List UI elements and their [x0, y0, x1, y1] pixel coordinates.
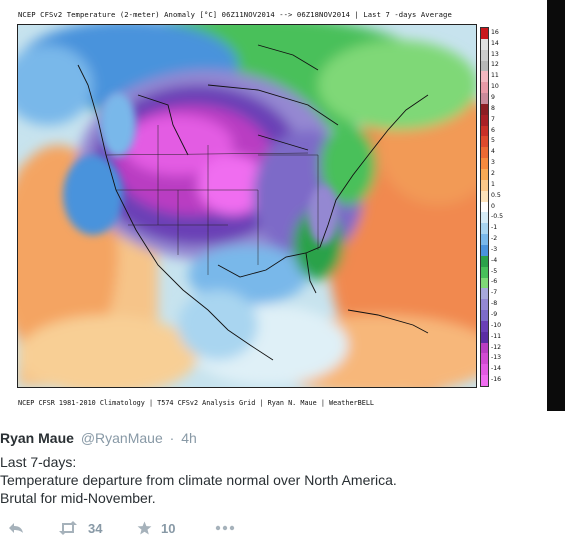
retweet-count: 34 [88, 520, 103, 536]
favorite-count: 10 [161, 520, 176, 536]
colorbar-label: 2 [491, 169, 495, 177]
colorbar-cell [481, 125, 488, 137]
colorbar-label: -11 [491, 332, 502, 340]
colorbar-label: -3 [491, 245, 498, 253]
colorbar-label: 13 [491, 50, 499, 58]
colorbar-label: 11 [491, 72, 499, 80]
tweet-text-line: Last 7-days: [0, 454, 77, 470]
colorbar-label: 4 [491, 148, 495, 156]
anomaly-map-graphic [18, 25, 476, 387]
map-header-text: NCEP CFSv2 Temperature (2-meter) Anomaly… [18, 10, 452, 19]
tweet-text: Last 7-days: Temperature departure from … [0, 453, 397, 507]
colorbar-cell [481, 310, 488, 322]
colorbar-label: 1 [491, 180, 495, 188]
colorbar-cell [481, 93, 488, 105]
media-edge [547, 0, 565, 411]
colorbar-cell [481, 364, 488, 376]
tweet-author-line: Ryan Maue @RyanMaue · 4h [0, 430, 197, 446]
colorbar-label: -14 [491, 365, 502, 373]
colorbar-cell [481, 320, 488, 333]
colorbar-cell [481, 60, 488, 72]
colorbar-cell [481, 82, 488, 94]
colorbar-cell [481, 234, 488, 246]
tweet-timestamp[interactable]: 4h [181, 430, 197, 446]
map-footer-text: NCEP CFSR 1981-2010 Climatology | T574 C… [18, 399, 375, 407]
colorbar-cell [481, 190, 488, 203]
colorbar-cell [481, 179, 488, 192]
colorbar-label: -12 [491, 343, 502, 351]
colorbar-label: -6 [491, 278, 498, 286]
retweet-button[interactable]: 34 [58, 520, 102, 536]
colorbar-label: 9 [491, 94, 495, 101]
colorbar-cell [481, 375, 488, 387]
colorbar-cell [481, 158, 488, 170]
separator-dot: · [169, 430, 175, 446]
colorbar-cell [481, 266, 488, 278]
colorbar-cell [481, 331, 488, 344]
retweet-icon [59, 521, 77, 535]
colorbar-label: -16 [491, 376, 502, 384]
colorbar-cell [481, 71, 488, 83]
colorbar-label: 10 [491, 83, 499, 91]
colorbar-cell [481, 136, 488, 148]
colorbar-label: 0.5 [491, 191, 501, 199]
colorbar-cell [481, 147, 488, 159]
colorbar-cell [481, 223, 488, 235]
colorbar-label: -8 [491, 300, 498, 308]
tweet-media-image[interactable]: NCEP CFSv2 Temperature (2-meter) Anomaly… [0, 0, 565, 411]
author-name[interactable]: Ryan Maue [0, 430, 74, 446]
colorbar-cell [481, 299, 488, 311]
favorite-button[interactable]: 10 [137, 520, 175, 536]
tweet-text-line: Temperature departure from climate norma… [0, 472, 397, 488]
colorbar-label: 7 [491, 115, 495, 123]
colorbar-cell [481, 49, 488, 62]
colorbar-label: -5 [491, 267, 498, 275]
author-handle[interactable]: @RyanMaue [80, 430, 163, 446]
colorbar-label: -10 [491, 321, 502, 329]
colorbar-cell [481, 114, 488, 127]
colorbar-cell [481, 103, 488, 116]
favorite-icon [137, 521, 152, 534]
colorbar-label: -1 [491, 224, 498, 232]
anomaly-colorbar [480, 27, 489, 387]
colorbar-label: -4 [491, 256, 498, 264]
colorbar-label: -0.5 [491, 213, 504, 221]
temperature-anomaly-map [17, 24, 477, 388]
colorbar-cell [481, 255, 488, 268]
colorbar-label: 14 [491, 39, 499, 47]
more-icon [215, 525, 235, 531]
colorbar-cell [481, 201, 488, 213]
colorbar-label: 5 [491, 137, 495, 145]
colorbar-cell [481, 353, 488, 365]
reply-icon [9, 523, 23, 533]
colorbar-cell [481, 169, 488, 181]
colorbar-cell [481, 288, 488, 300]
colorbar-label: -13 [491, 354, 502, 362]
colorbar-label: 16 [491, 28, 499, 36]
colorbar-label: 3 [491, 159, 495, 167]
colorbar-label: 12 [491, 61, 499, 69]
colorbar-cell [481, 277, 488, 289]
colorbar-label: -2 [491, 235, 498, 243]
more-button[interactable] [215, 520, 235, 536]
colorbar-label: -7 [491, 289, 498, 297]
colorbar-cell [481, 28, 488, 40]
colorbar-cell [481, 212, 488, 224]
colorbar-cell [481, 342, 488, 354]
tweet-text-line: Brutal for mid-November. [0, 490, 156, 506]
colorbar-label: -9 [491, 310, 498, 318]
colorbar-label: 0 [491, 202, 495, 210]
colorbar-label: 6 [491, 126, 495, 134]
reply-button[interactable] [8, 520, 24, 536]
colorbar-cell [481, 244, 488, 257]
colorbar-label: 8 [491, 104, 495, 112]
colorbar-cell [481, 38, 488, 51]
